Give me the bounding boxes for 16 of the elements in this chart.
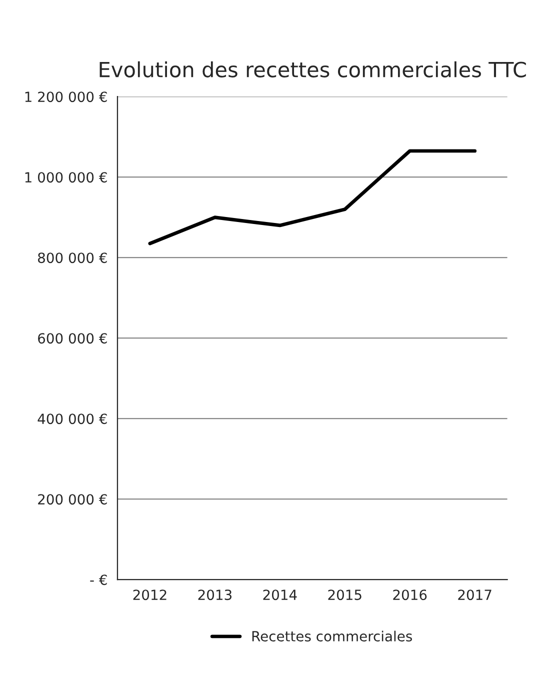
x-tick-label: 2016 bbox=[393, 590, 427, 600]
x-tick-label: 2015 bbox=[328, 590, 362, 600]
y-tick-label: - € bbox=[90, 574, 107, 586]
y-tick-label: 800 000 € bbox=[38, 252, 107, 264]
chart-title: Evolution des recettes commerciales TTC bbox=[100, 61, 526, 78]
y-tick-label: 1 000 000 € bbox=[25, 172, 107, 183]
x-tick-label: 2014 bbox=[263, 590, 297, 600]
y-tick-label: 400 000 € bbox=[38, 414, 107, 424]
y-tick-label: 200 000 € bbox=[38, 494, 107, 505]
x-tick-label: 2017 bbox=[458, 590, 492, 600]
line-series bbox=[148, 149, 477, 246]
x-tick-label: 2012 bbox=[133, 590, 166, 600]
legend-label: Recettes commerciales bbox=[252, 630, 412, 642]
y-tick-label: 1 200 000 € bbox=[25, 92, 107, 102]
x-tick-label: 2013 bbox=[198, 590, 232, 600]
y-tick-label: 600 000 € bbox=[38, 333, 107, 344]
